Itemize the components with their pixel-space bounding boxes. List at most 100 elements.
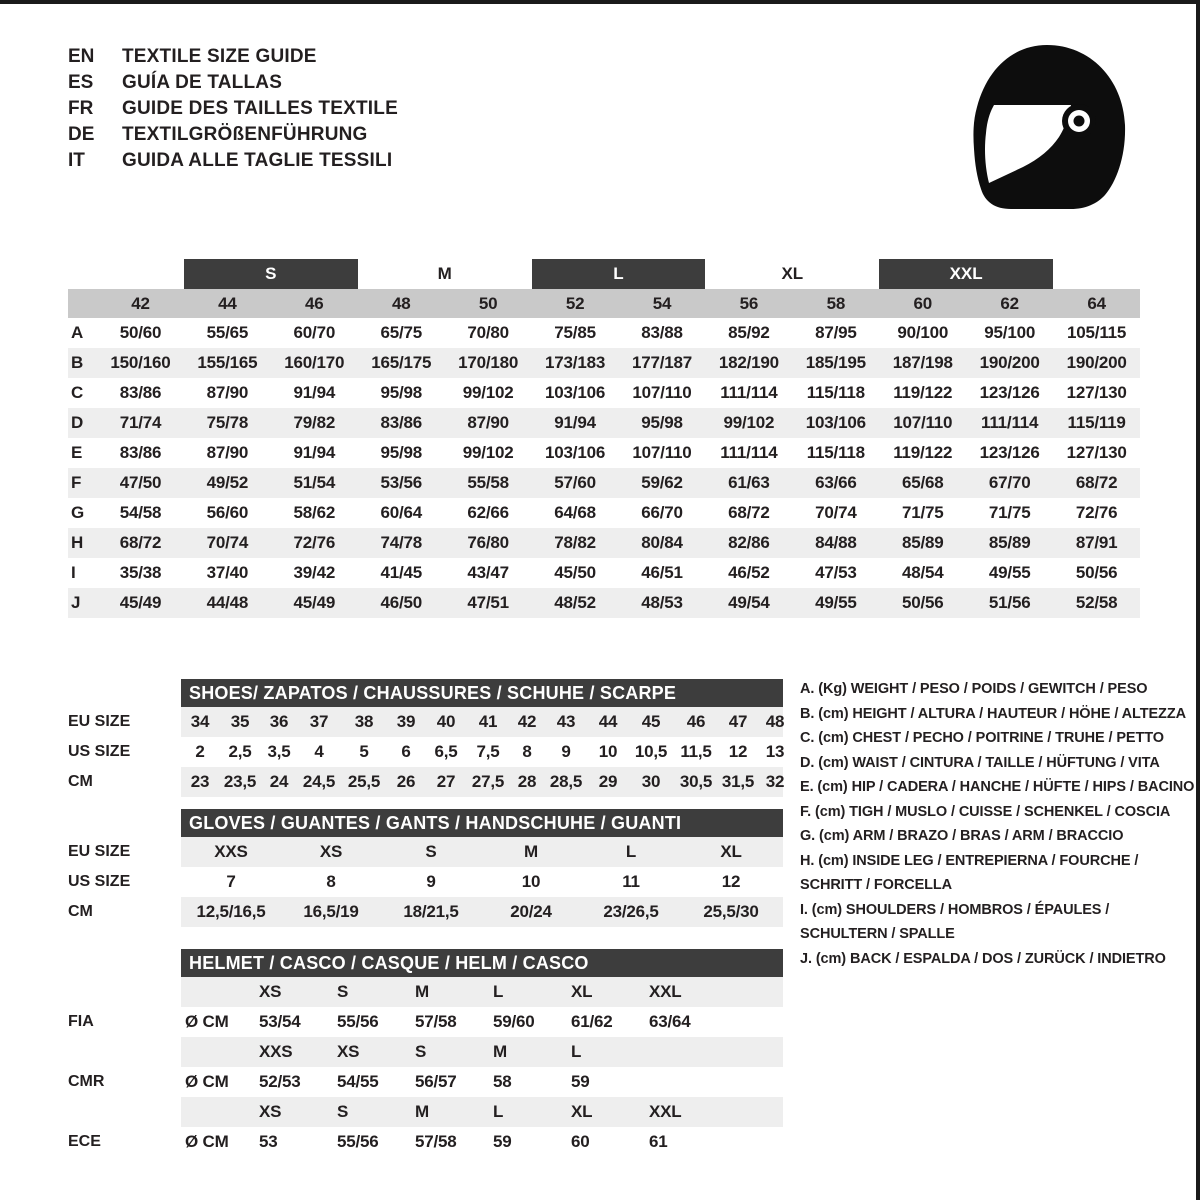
measurement-cell: 85/89 (901, 533, 944, 552)
helmet-circumference-cell: 57/58 (415, 1012, 457, 1031)
size-cell: 45 (641, 712, 661, 731)
gloves-table-header: GLOVES / GUANTES / GANTS / HANDSCHUHE / … (181, 809, 783, 837)
measurement-cell: 99/102 (723, 413, 775, 432)
measurement-cell: 182/190 (718, 353, 779, 372)
row-cells: 12,5/16,5 16,5/19 18/21,5 20/24 23/26,5 25,5/… (181, 897, 783, 927)
size-cell: XL (720, 842, 742, 861)
measurement-cell: 71/75 (901, 503, 944, 522)
table-row: H 68/72 70/74 72/76 74/78 76/80 78/82 80/84 82/8… (68, 528, 1140, 558)
helmet-size-row-label-spacer (68, 1037, 181, 1067)
measurement-cell: 55/65 (206, 323, 249, 342)
measurement-cell: 62/66 (467, 503, 509, 522)
size-cell: 30,5 (679, 772, 713, 791)
size-cell: S (425, 842, 437, 861)
racing-helmet-icon (955, 37, 1140, 217)
size-cell: 12 (728, 742, 748, 761)
legend-line: C. (cm) CHEST / PECHO / POITRINE / TRUHE… (800, 730, 1164, 746)
size-cell: 30 (641, 772, 661, 791)
measurement-cell: 107/110 (893, 413, 953, 432)
size-cell: 8 (326, 872, 336, 891)
legend-line: E. (cm) HIP / CADERA / HANCHE / HÜFTE / … (800, 779, 1195, 795)
size-cell: 31,5 (721, 772, 755, 791)
size-cell: 23/26,5 (603, 902, 659, 921)
size-cell: 44 (598, 712, 618, 731)
measurement-cell: 119/122 (893, 443, 953, 462)
measurement-row-label-B: B (71, 353, 84, 372)
measurement-cell: 87/90 (206, 383, 249, 402)
measurement-cell: 60/64 (380, 503, 422, 522)
size-number-header-row: 42 44 46 48 50 52 54 56 58 60 62 64 (68, 289, 1140, 318)
measurement-cell: 47/53 (815, 563, 857, 582)
size-cell: 39 (396, 712, 416, 731)
legend-line: H. (cm) INSIDE LEG / ENTREPIERNA / FOURC… (800, 852, 1139, 869)
measurement-cell: 83/88 (641, 323, 683, 342)
table-row: US SIZE 7 8 9 10 11 12 (68, 867, 783, 897)
helmet-size-row-label-spacer (68, 1097, 181, 1127)
textile-measurement-table: S M L XL XXL 42 44 46 48 50 52 54 56 58 60 62 64 A 50/60… (68, 259, 1140, 618)
measurement-cell: 91/94 (554, 413, 596, 432)
measurement-cell: 72/76 (293, 533, 336, 552)
helmet-size-label: XXS (259, 1042, 293, 1061)
measurement-cell: 119/122 (893, 383, 953, 402)
legend-line: A. (Kg) WEIGHT / PESO / POIDS / GEWITCH … (800, 681, 1148, 697)
legend-line: SCHRITT / FORCELLA (800, 877, 953, 893)
helmet-value-row: CMR Ø CM 52/53 54/55 56/57 58 59 (68, 1067, 783, 1097)
measurement-cell: 115/118 (806, 383, 865, 402)
size-cell: XS (319, 842, 343, 861)
size-cell: 18/21,5 (403, 902, 459, 921)
helmet-size-label (645, 1037, 723, 1067)
table-row: CM 23 23,5 24 24,5 25,5 26 27 27,5 28 28,5 29 30 30,5… (68, 767, 784, 797)
size-cell: 2 (195, 742, 205, 761)
helmet-size-label: XXL (649, 982, 682, 1001)
size-cell: 8 (522, 742, 532, 761)
measurement-cell: 52/58 (1075, 593, 1118, 612)
measurement-row-label-I: I (71, 563, 76, 582)
row-label: CM (68, 897, 181, 927)
measurement-cell: 185/195 (805, 353, 866, 372)
measurement-cell: 74/78 (380, 533, 422, 552)
row-label: EU SIZE (68, 707, 181, 737)
size-cell: 10 (598, 742, 618, 761)
table-row: US SIZE 2 2,5 3,5 4 5 6 6,5 7,5 8 9 10 10,5 11,5 12 13 (68, 737, 784, 767)
helmet-table-header: HELMET / CASCO / CASQUE / HELM / CASCO (181, 949, 783, 977)
size-cell: 48 (765, 712, 785, 731)
measurement-cell: 51/56 (988, 593, 1031, 612)
measurement-cell: 45/49 (119, 593, 162, 612)
title-text-es: GUÍA DE TALLAS (122, 72, 283, 93)
size-cell: 11 (622, 872, 640, 891)
size-column-header-56: 56 (739, 293, 759, 313)
measurement-cell: 103/106 (545, 443, 606, 462)
size-cell: 40 (436, 712, 456, 731)
table-row: CM 12,5/16,5 16,5/19 18/21,5 20/24 23/26,5 25,… (68, 897, 783, 927)
size-column-header-42: 42 (131, 293, 150, 313)
helmet-size-label: M (415, 982, 429, 1001)
measurement-cell: 49/52 (206, 473, 249, 492)
measurement-cell: 99/102 (462, 443, 514, 462)
measurement-cell: 95/98 (380, 383, 422, 402)
measurement-cell: 87/95 (815, 323, 857, 342)
measurement-cell: 107/110 (632, 443, 692, 462)
title-row-en: EN TEXTILE SIZE GUIDE (68, 44, 588, 70)
size-column-header-50: 50 (478, 293, 498, 313)
table-row: E 83/86 87/90 91/94 95/98 99/102 103/106 107/11… (68, 438, 1140, 468)
size-cell: 7 (226, 872, 236, 891)
measurement-cell: 87/90 (206, 443, 249, 462)
size-cell: 38 (354, 712, 374, 731)
size-cell: 25,5/30 (703, 902, 759, 921)
measurement-cell: 190/200 (979, 353, 1040, 372)
size-column-header-44: 44 (218, 293, 237, 313)
helmet-circumference-cell: 59 (493, 1132, 512, 1151)
measurement-cell: 95/98 (641, 413, 683, 432)
measurement-cell: 82/86 (728, 533, 770, 552)
row-label: CM (68, 767, 181, 797)
size-cell: 29 (598, 772, 618, 791)
table-row: EU SIZE XXS XS S M L XL (68, 837, 783, 867)
measurement-cell: 63/66 (815, 473, 857, 492)
legend-line: D. (cm) WAIST / CINTURA / TAILLE / HÜFTU… (800, 754, 1160, 771)
size-band-s: S (183, 259, 358, 289)
title-text-it: GUIDA ALLE TAGLIE TESSILI (122, 150, 393, 171)
measurement-cell: 123/126 (979, 383, 1040, 402)
measurement-cell: 48/52 (554, 593, 596, 612)
legend-line: J. (cm) BACK / ESPALDA / DOS / ZURÜCK / … (800, 950, 1166, 967)
helmet-standard-label-fia: FIA (68, 1007, 181, 1037)
